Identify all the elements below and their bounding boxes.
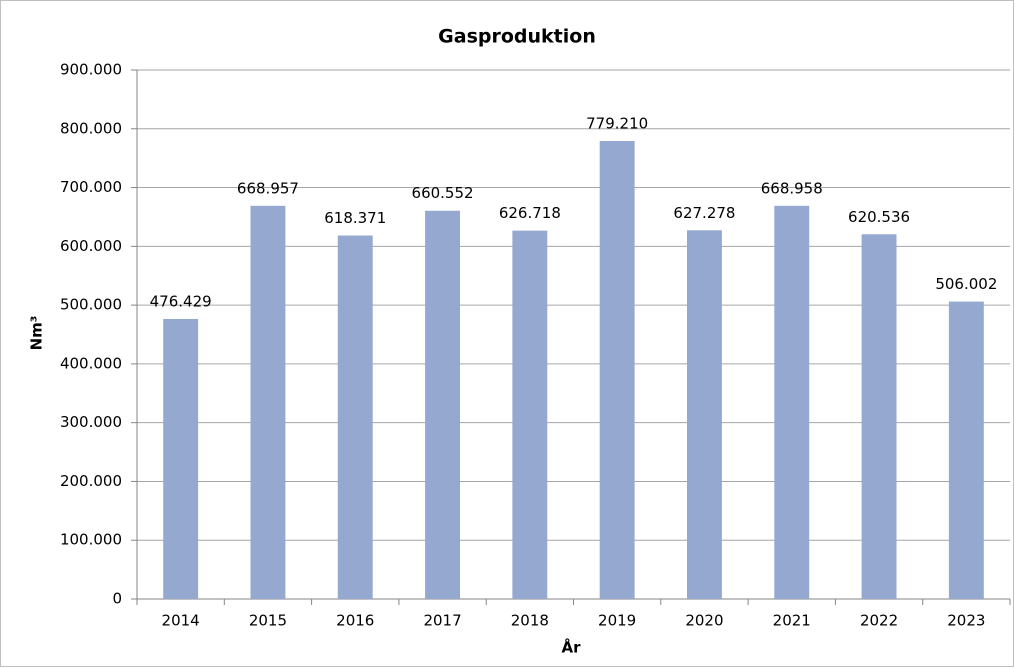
data-label: 627.278 bbox=[673, 204, 735, 222]
y-tick-label: 300.000 bbox=[60, 413, 122, 431]
data-label: 668.958 bbox=[761, 179, 823, 197]
data-label: 476.429 bbox=[150, 292, 212, 310]
y-tick-label: 900.000 bbox=[60, 61, 122, 79]
x-tick-label: 2015 bbox=[249, 612, 287, 630]
data-label: 668.957 bbox=[237, 179, 299, 197]
bar bbox=[686, 230, 722, 599]
data-label: 779.210 bbox=[586, 114, 648, 132]
bar bbox=[337, 235, 373, 599]
x-tick-label: 2016 bbox=[336, 612, 374, 630]
y-tick-label: 100.000 bbox=[60, 531, 122, 549]
data-label: 618.371 bbox=[324, 209, 386, 227]
bar bbox=[512, 230, 548, 599]
x-tick-label: 2018 bbox=[511, 612, 549, 630]
bar bbox=[861, 234, 897, 599]
bar bbox=[774, 205, 810, 600]
y-tick-label: 400.000 bbox=[60, 354, 122, 372]
chart-title: Gasproduktion bbox=[438, 26, 596, 48]
y-axis-label: Nm³ bbox=[28, 316, 46, 351]
bar bbox=[425, 210, 461, 599]
y-tick-label: 200.000 bbox=[60, 472, 122, 490]
x-tick-label: 2022 bbox=[860, 612, 898, 630]
x-tick-label: 2021 bbox=[773, 612, 811, 630]
bar bbox=[948, 301, 984, 599]
y-tick-label: 500.000 bbox=[60, 296, 122, 314]
y-tick-label: 800.000 bbox=[60, 119, 122, 137]
y-tick-label: 700.000 bbox=[60, 178, 122, 196]
data-label: 506.002 bbox=[935, 275, 997, 293]
x-tick-label: 2020 bbox=[685, 612, 723, 630]
bar bbox=[163, 318, 199, 599]
y-tick-label: 600.000 bbox=[60, 237, 122, 255]
data-label: 620.536 bbox=[848, 208, 910, 226]
y-tick-label: 0 bbox=[112, 590, 122, 608]
x-tick-label: 2023 bbox=[947, 612, 985, 630]
x-tick-label: 2017 bbox=[423, 612, 461, 630]
bar bbox=[599, 140, 635, 599]
bar bbox=[250, 205, 286, 599]
data-label: 660.552 bbox=[412, 184, 474, 202]
x-axis-label: År bbox=[561, 638, 581, 657]
x-tick-label: 2019 bbox=[598, 612, 636, 630]
x-tick-label: 2014 bbox=[162, 612, 200, 630]
data-label: 626.718 bbox=[499, 204, 561, 222]
